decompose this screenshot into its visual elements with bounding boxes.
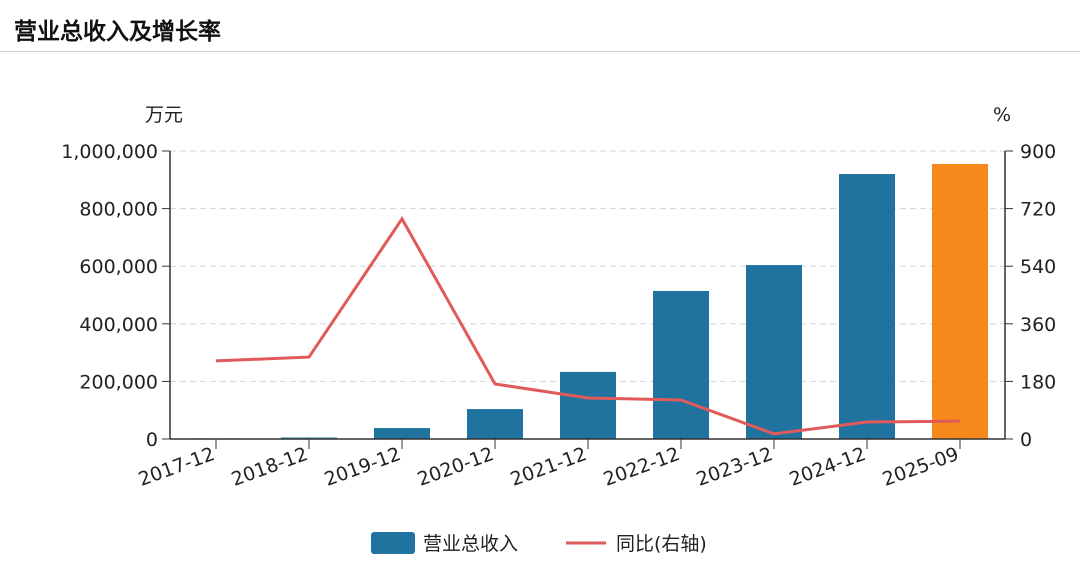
bar-2020-12 [467,409,523,439]
y-tick-label: 200,000 [79,371,158,393]
bar-2024-12 [839,174,895,440]
y2-tick-label: 0 [1020,429,1032,451]
x-tick-label: 2019-12 [322,443,404,491]
bar-2023-12 [746,265,802,439]
left-axis-unit: 万元 [145,104,183,126]
bar-2025-09 [932,163,988,439]
x-tick-label: 2018-12 [229,443,311,491]
x-tick-label: 2020-12 [415,443,497,491]
y2-tick-label: 900 [1020,141,1056,163]
y-tick-label: 400,000 [79,314,158,336]
divider [0,51,1080,52]
x-tick-label: 2025-09 [880,443,962,491]
x-tick-label: 2024-12 [787,443,869,491]
x-tick-label: 2023-12 [694,443,776,491]
legend-line-label: 同比(右轴) [616,533,707,555]
y2-tick-label: 540 [1020,256,1056,278]
bar-2021-12 [560,371,616,439]
y2-tick-label: 720 [1020,199,1056,221]
x-tick-label: 2021-12 [508,443,590,491]
right-axis-unit: % [993,104,1011,126]
legend-bar-label: 营业总收入 [423,533,518,555]
y2-tick-label: 360 [1020,314,1056,336]
y-tick-label: 600,000 [79,256,158,278]
page-title: 营业总收入及增长率 [14,19,221,45]
bar-2019-12 [374,428,430,439]
y-tick-label: 1,000,000 [61,141,158,163]
y-tick-label: 0 [146,429,158,451]
legend-bar-swatch [371,532,415,554]
bar-2022-12 [653,290,709,439]
y-tick-label: 800,000 [79,199,158,221]
y2-tick-label: 180 [1020,371,1056,393]
x-tick-label: 2022-12 [601,443,683,491]
